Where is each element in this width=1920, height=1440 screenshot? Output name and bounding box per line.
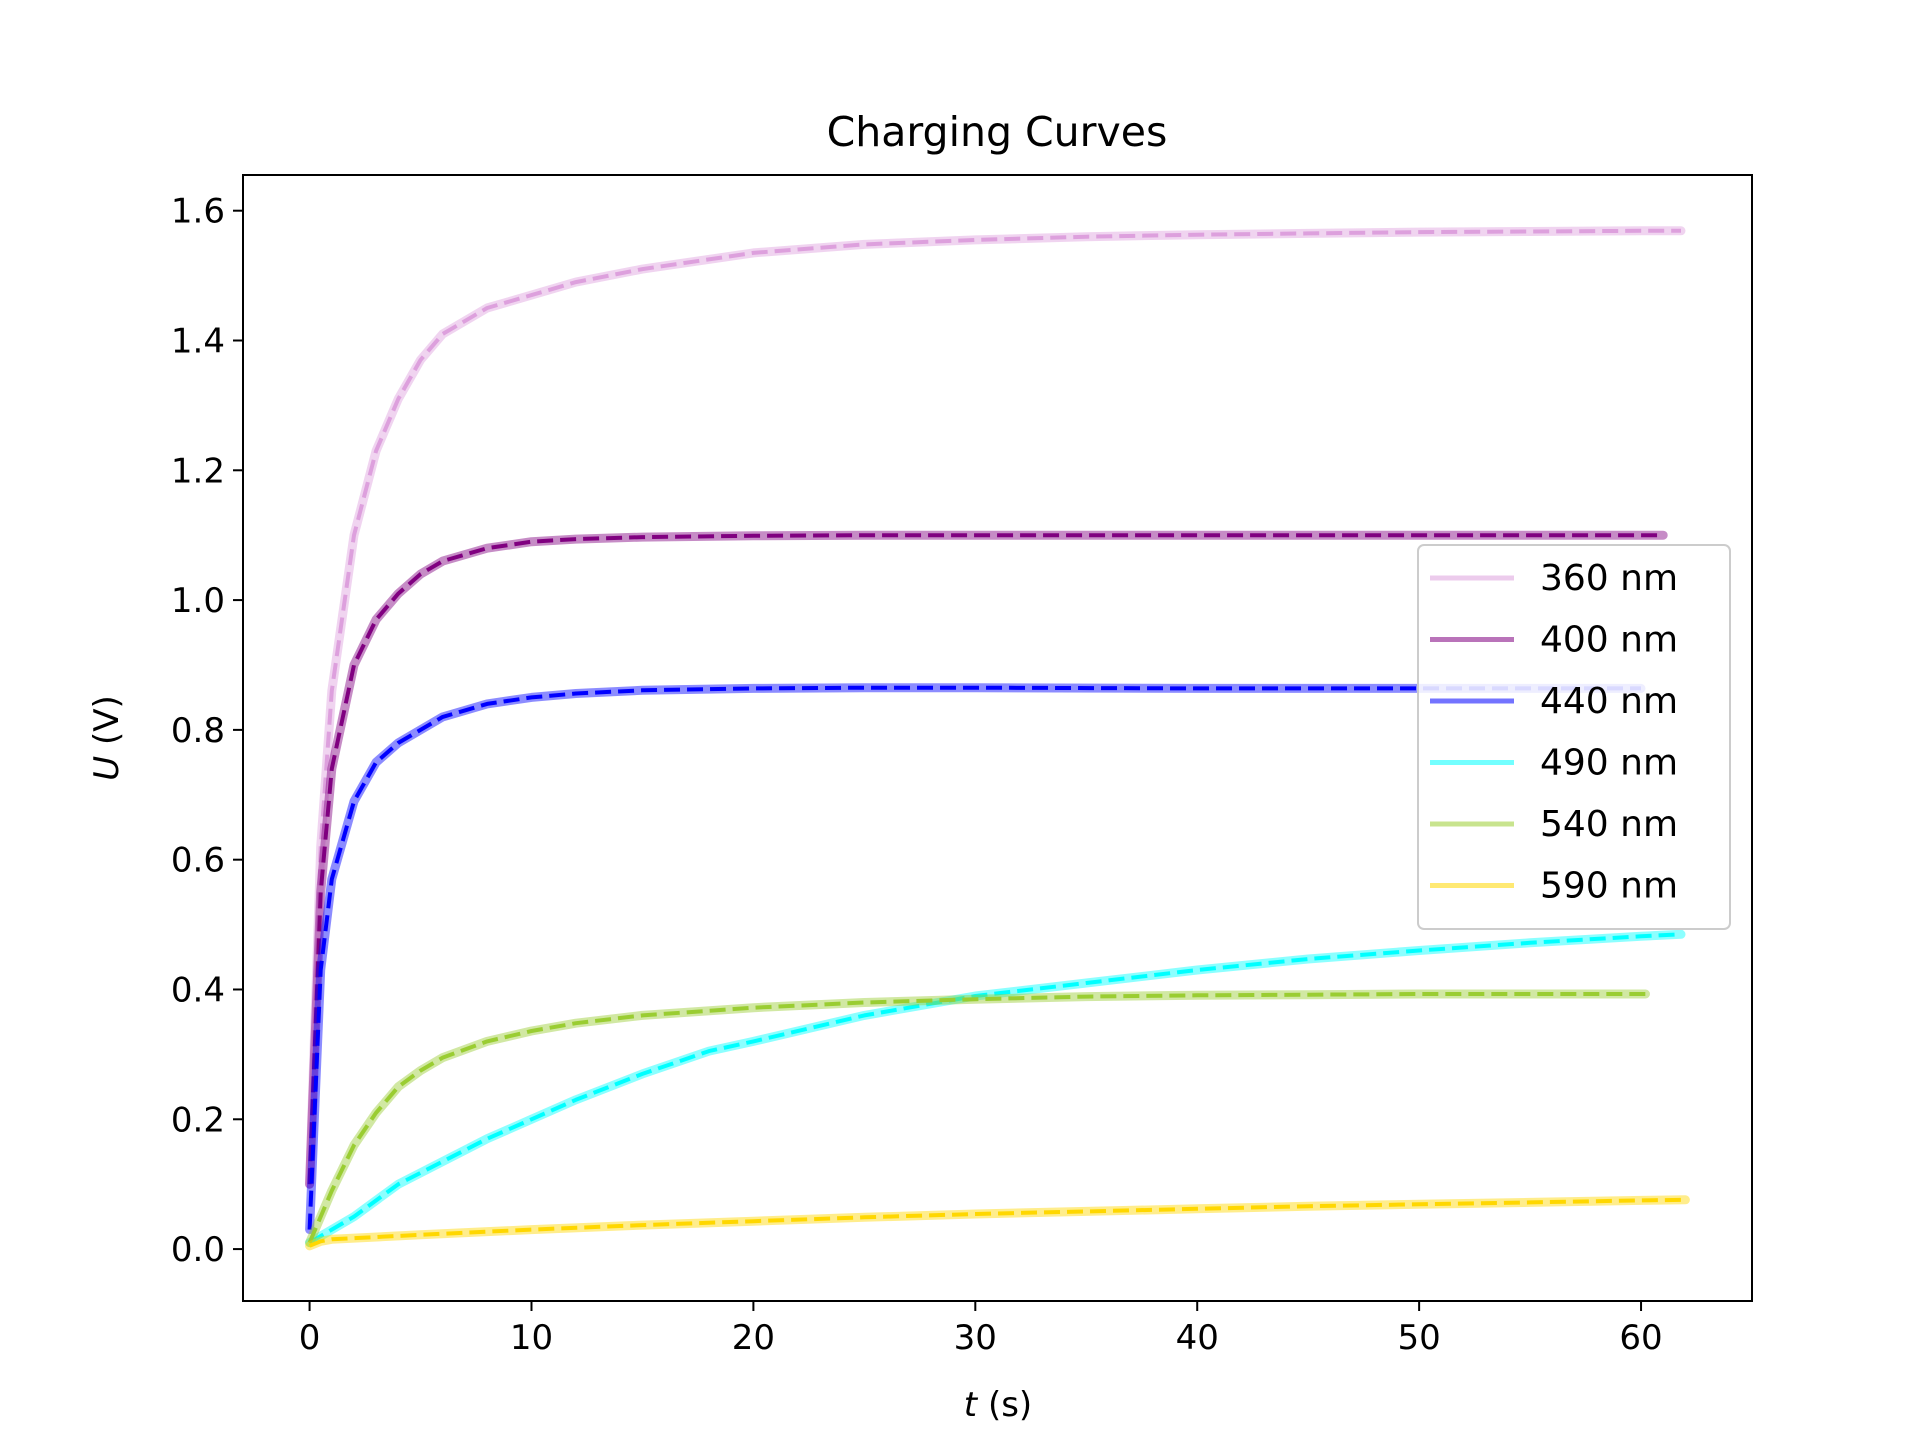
y-tick-label: 0.4 <box>171 970 225 1010</box>
x-tick-label: 10 <box>510 1318 553 1358</box>
legend-label-3: 490 nm <box>1540 743 1678 784</box>
legend-label-4: 540 nm <box>1540 804 1678 845</box>
x-axis-label: t (s) <box>964 1385 1032 1425</box>
y-axis: 0.0 0.2 0.4 0.6 0.8 1.0 1.2 1.4 1.6 <box>171 192 243 1270</box>
legend: 360 nm 400 nm 440 nm 490 nm 540 nm 590 nm <box>1417 544 1731 930</box>
y-axis-unit: (V) <box>87 695 127 756</box>
y-tick-label: 1.0 <box>171 581 225 621</box>
axes-frame <box>242 174 1753 1302</box>
legend-label-0: 360 nm <box>1540 558 1678 599</box>
series-2-fit-line <box>307 685 1641 1230</box>
x-tick-label: 40 <box>1176 1318 1219 1358</box>
y-axis-variable: U <box>87 756 127 781</box>
legend-label-5: 590 nm <box>1540 866 1678 907</box>
plot-area <box>305 226 1690 1251</box>
y-tick-label: 0.0 <box>171 1230 225 1270</box>
y-tick-label: 1.6 <box>171 192 225 232</box>
y-tick-label: 1.2 <box>171 451 225 491</box>
x-tick-label: 20 <box>732 1318 775 1358</box>
x-tick-label: 0 <box>299 1318 321 1358</box>
legend-label-2: 440 nm <box>1540 681 1678 722</box>
x-axis-variable: t <box>964 1385 979 1425</box>
y-tick-label: 1.4 <box>171 321 225 361</box>
series-0-fit-line <box>307 228 1681 1185</box>
chart-title: Charging Curves <box>827 108 1168 156</box>
x-tick-label: 60 <box>1619 1318 1662 1358</box>
series-3-fit-line <box>308 932 1682 1245</box>
x-axis-unit: (s) <box>977 1385 1032 1425</box>
x-axis: 0 10 20 30 40 50 60 <box>299 1301 1663 1358</box>
y-tick-label: 0.2 <box>171 1100 225 1140</box>
series-4-fit-line <box>307 992 1646 1244</box>
x-tick-label: 50 <box>1397 1318 1440 1358</box>
series-1-fit-line <box>307 533 1664 1185</box>
series-5-fit-line <box>308 1197 1686 1248</box>
y-tick-label: 0.6 <box>171 841 225 881</box>
y-tick-label: 0.8 <box>171 711 225 751</box>
y-axis-label: U (V) <box>87 695 127 781</box>
x-tick-label: 30 <box>954 1318 997 1358</box>
legend-label-1: 400 nm <box>1540 620 1678 661</box>
